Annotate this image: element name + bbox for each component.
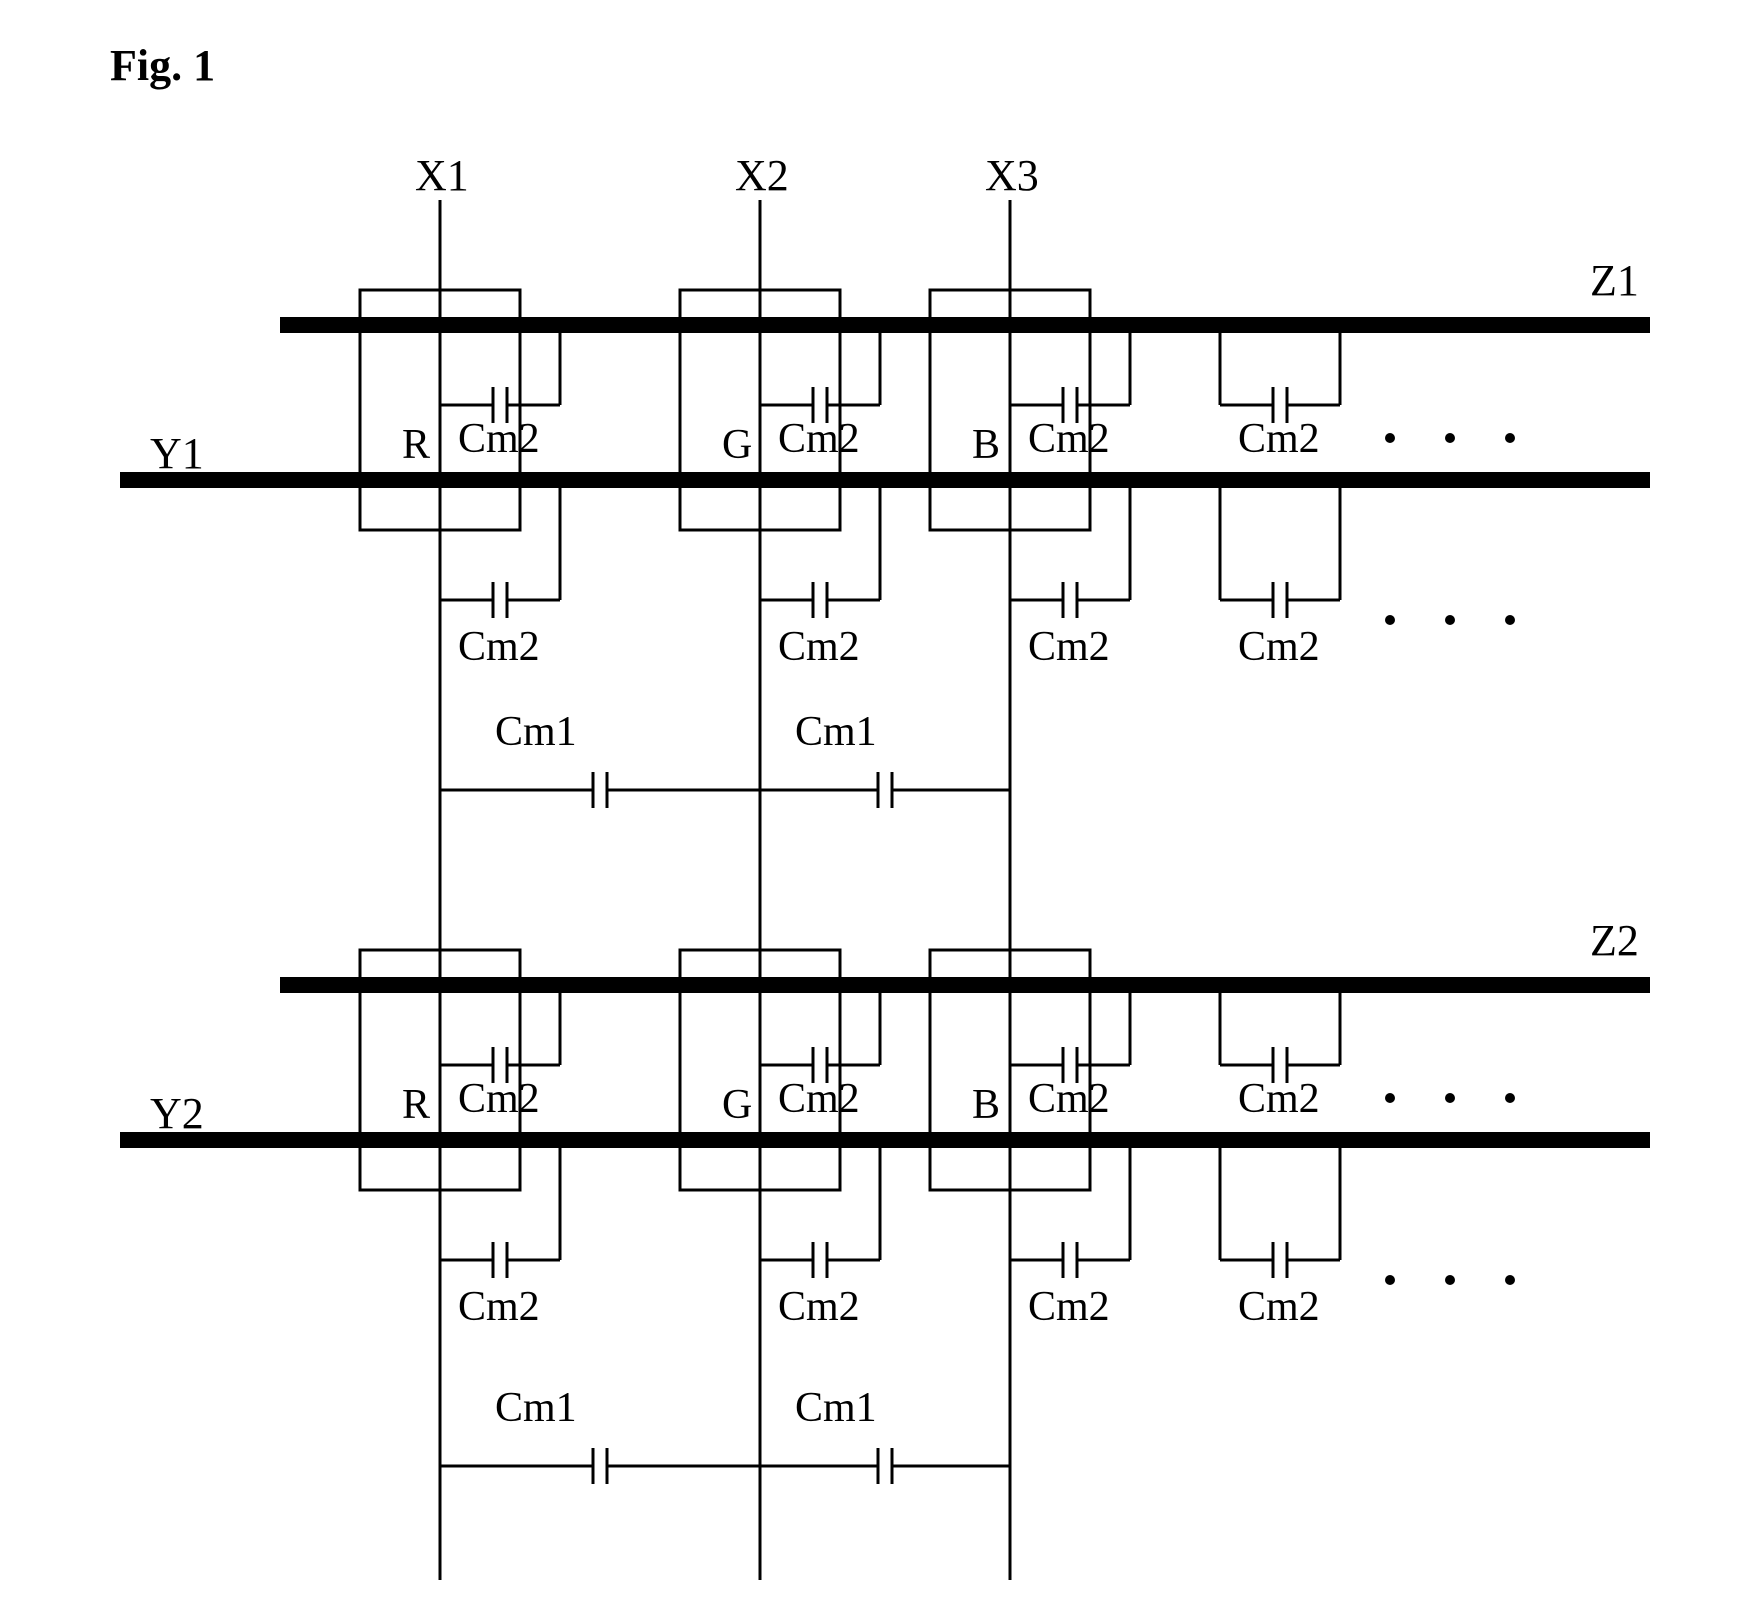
label-cm1-r1-1: Cm1 [795,1385,877,1431]
label-Y2: Y2 [150,1089,204,1138]
ellipsis-dot [1445,433,1455,443]
circuit-diagram-svg: Fig. 1 X1 X2 X3 Z1 Y1 Z2 Y2 R Cm2 Cm2 G Cm2 Cm2 B Cm2 Cm… [0,0,1760,1620]
ellipsis-dot [1385,1093,1395,1103]
label-cm2-l-r1-c1: Cm2 [778,1284,860,1330]
pixel-letter-r0-c1: G [722,422,752,468]
ellipsis-dot [1445,1275,1455,1285]
pixel-letter-r0-c2: B [972,422,1000,468]
label-cm2-u-r1-c0: Cm2 [458,1076,540,1122]
label-cm2-l-r0-c0: Cm2 [458,624,540,670]
label-cm2-u-extra-r1: Cm2 [1238,1076,1320,1122]
label-cm2-u-r0-c2: Cm2 [1028,416,1110,462]
ellipsis-dot [1385,615,1395,625]
label-cm1-r0-0: Cm1 [495,709,577,755]
ellipsis-dot [1505,1275,1515,1285]
label-cm2-u-r1-c2: Cm2 [1028,1076,1110,1122]
label-X1: X1 [415,151,469,200]
label-cm2-l-r1-c2: Cm2 [1028,1284,1110,1330]
label-cm1-r1-0: Cm1 [495,1385,577,1431]
label-cm2-l-r0-c1: Cm2 [778,624,860,670]
label-cm2-u-r0-c1: Cm2 [778,416,860,462]
label-X3: X3 [985,151,1039,200]
label-cm2-l-r0-c2: Cm2 [1028,624,1110,670]
ellipsis-dot [1505,1093,1515,1103]
label-Z2: Z2 [1590,916,1639,965]
label-Y1: Y1 [150,429,204,478]
pixel-letter-r1-c2: B [972,1082,1000,1128]
ellipsis-dot [1445,1093,1455,1103]
label-cm2-l-r1-c0: Cm2 [458,1284,540,1330]
label-cm2-l-extra-r1: Cm2 [1238,1284,1320,1330]
ellipsis-dot [1505,615,1515,625]
pixel-letter-r1-c1: G [722,1082,752,1128]
ellipsis-dot [1505,433,1515,443]
figure-label: Fig. 1 [110,41,215,90]
pixel-letter-r1-c0: R [402,1082,430,1128]
ellipsis-dot [1385,1275,1395,1285]
label-cm2-u-r1-c1: Cm2 [778,1076,860,1122]
label-cm2-l-extra-r0: Cm2 [1238,624,1320,670]
label-cm2-u-r0-c0: Cm2 [458,416,540,462]
figure-container: Fig. 1 X1 X2 X3 Z1 Y1 Z2 Y2 R Cm2 Cm2 G Cm2 Cm2 B Cm2 Cm… [0,0,1760,1620]
pixel-letter-r0-c0: R [402,422,430,468]
label-cm1-r0-1: Cm1 [795,709,877,755]
label-Z1: Z1 [1590,256,1639,305]
ellipsis-dot [1385,433,1395,443]
label-cm2-u-extra-r0: Cm2 [1238,416,1320,462]
ellipsis-dot [1445,615,1455,625]
label-X2: X2 [735,151,789,200]
